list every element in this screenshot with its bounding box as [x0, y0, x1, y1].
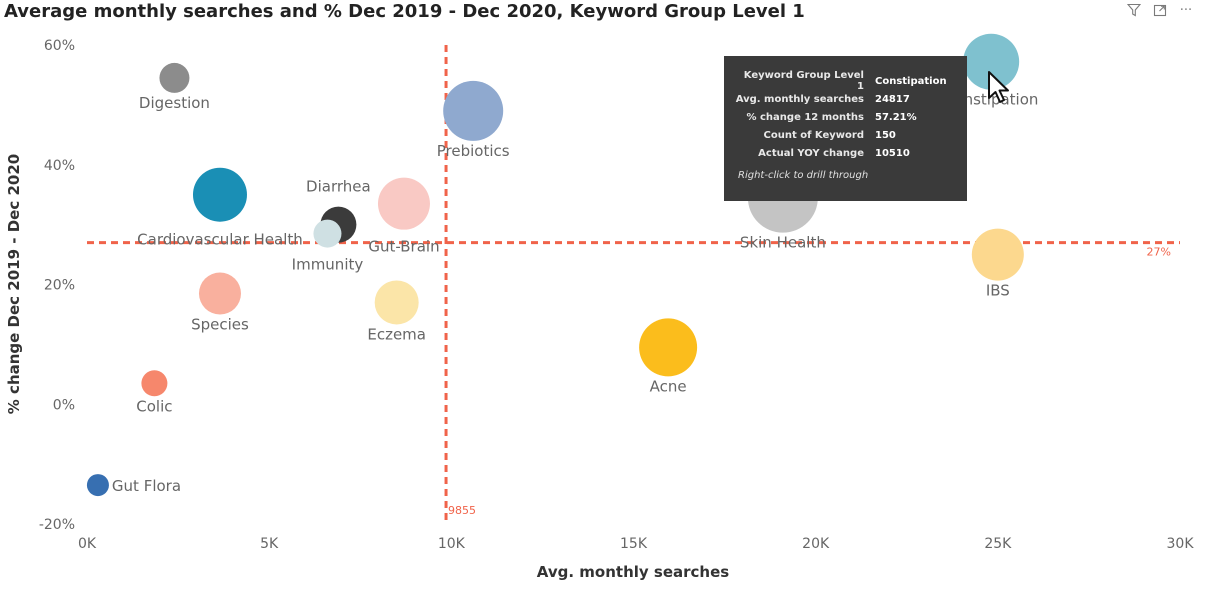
tooltip-row: % change 12 months 57.21%: [734, 108, 957, 126]
bubble-ibs: [971, 228, 1024, 281]
bubble-label: Acne: [650, 377, 687, 395]
tooltip-value: 150: [875, 129, 896, 141]
y-tick-label: 60%: [44, 38, 75, 54]
bubble-immunity: [313, 219, 342, 248]
chart-title: Average monthly searches and % Dec 2019 …: [4, 1, 805, 22]
y-tick-label: 20%: [44, 278, 75, 294]
y-reference-label: 27%: [1147, 246, 1171, 259]
bubble-label: Immunity: [292, 256, 364, 274]
bubble-label: Digestion: [139, 94, 210, 112]
focus-mode-icon[interactable]: [1151, 1, 1169, 19]
x-tick-label: 5K: [260, 536, 279, 552]
bubble-species: [198, 272, 241, 315]
bubble-label: IBS: [986, 282, 1010, 300]
bubble-label: Gut-Brain: [368, 238, 439, 256]
mouse-pointer-icon: [988, 71, 1009, 103]
bubble-label: Diarrhea: [306, 178, 371, 196]
x-tick-label: 25K: [984, 536, 1012, 552]
x-axis-title: Avg. monthly searches: [537, 563, 729, 581]
bubble-gut-flora: [86, 474, 109, 497]
tooltip-row: Keyword Group Level 1 Constipation: [734, 70, 957, 92]
bubble-label: Prebiotics: [437, 142, 510, 160]
bubble-label: Skin Health: [740, 234, 826, 252]
y-axis-title: % change Dec 2019 - Dec 2020: [5, 154, 23, 414]
bubble-label: Constipation: [944, 91, 1038, 109]
data-tooltip: Keyword Group Level 1 Constipation Avg. m…: [724, 56, 967, 201]
y-tick-label: 40%: [44, 158, 75, 174]
x-reference-label: 9855: [448, 504, 476, 517]
x-tick-label: 20K: [802, 536, 830, 552]
visual-header-toolbar: ···: [1125, 0, 1195, 20]
tooltip-value: 24817: [875, 93, 910, 105]
y-tick-label: 0%: [53, 397, 75, 413]
tooltip-row: Avg. monthly searches 24817: [734, 90, 957, 108]
bubble-gut-brain: [377, 177, 430, 230]
bubble-label: Eczema: [367, 325, 426, 343]
bubble-acne: [639, 318, 698, 377]
bubble-label: Colic: [136, 397, 172, 415]
tooltip-value: Constipation: [875, 75, 947, 87]
bubble-label: Species: [191, 315, 249, 333]
bubble-constipation: [963, 33, 1020, 90]
bubble-digestion: [159, 62, 190, 93]
more-options-icon[interactable]: ···: [1179, 2, 1193, 18]
y-tick-label: -20%: [39, 517, 75, 533]
bubble-colic: [141, 370, 168, 397]
x-tick-label: 30K: [1167, 536, 1195, 552]
tooltip-label: Avg. monthly searches: [735, 93, 864, 105]
bubble-eczema: [374, 280, 419, 325]
bubble-cardiovascular-health: [192, 167, 247, 222]
tooltip-drill-note: Right-click to drill through: [738, 170, 869, 181]
filter-icon[interactable]: [1125, 1, 1143, 19]
x-tick-label: 15K: [620, 536, 648, 552]
bubble-prebiotics: [443, 80, 504, 141]
tooltip-label: % change 12 months: [746, 111, 865, 123]
x-tick-label: 10K: [438, 536, 466, 552]
bubble-label: Gut Flora: [112, 477, 181, 495]
tooltip-label: Count of Keyword: [763, 129, 864, 141]
tooltip-row: Count of Keyword 150: [734, 126, 957, 144]
bubble-label: Cardiovascular Health: [137, 231, 303, 249]
tooltip-value: 10510: [875, 147, 910, 159]
tooltip-label: Keyword Group Level 1: [743, 70, 864, 92]
tooltip-value: 57.21%: [875, 111, 917, 123]
x-tick-label: 0K: [78, 536, 97, 552]
tooltip-label: Actual YOY change: [758, 147, 864, 159]
tooltip-row: Actual YOY change 10510: [734, 144, 957, 162]
